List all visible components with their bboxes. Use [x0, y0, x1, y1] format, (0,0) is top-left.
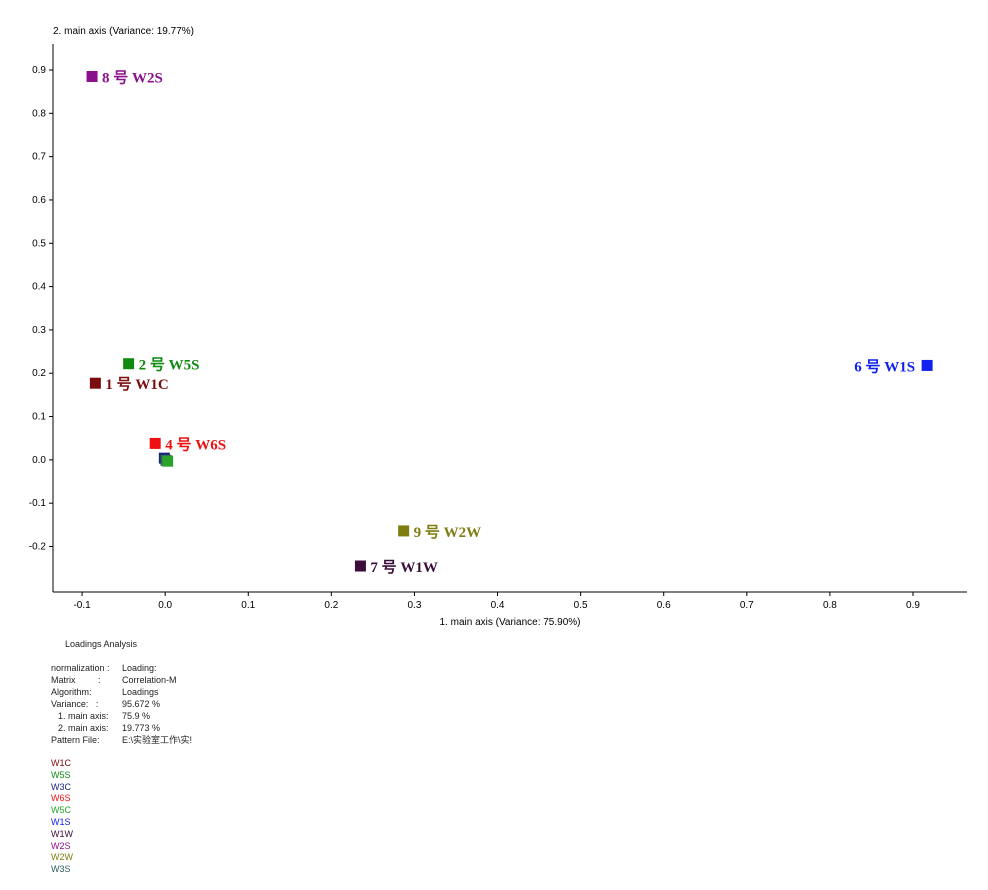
y-tick-label: 0.1 [32, 412, 46, 423]
info-row: Algorithm: Loadings [51, 686, 192, 698]
x-tick-label: 0.8 [823, 600, 837, 611]
plot-axes: -0.1 0.0 0.1 0.2 0.3 0.4 0.5 0.6 0.7 0.8 0.9 0.9 0.8… [29, 44, 967, 611]
y-tick-label: 0.7 [32, 152, 46, 163]
point-label-w2s: 8 号 W2S [102, 69, 163, 86]
info-row: Variance: : 95.672 % [51, 698, 192, 710]
info-value: Loading: [122, 663, 157, 673]
y-tick-label: 0.5 [32, 238, 46, 249]
point-label-w6s: 4 号 W6S [165, 436, 226, 453]
point-label-w1w: 7 号 W1W [370, 559, 438, 576]
x-tick-label: 0.9 [906, 600, 920, 611]
info-row: Matrix : Correlation-M [51, 674, 192, 686]
legend-entry-w2s: W2S [51, 840, 71, 851]
point-label-w2w: 9 号 W2W [414, 524, 482, 541]
x-axis-title: 1. main axis (Variance: 75.90%) [440, 617, 581, 628]
legend-entry-w1c: W1C [51, 758, 71, 768]
point-w5c [162, 455, 174, 467]
info-value: 19.773 % [122, 723, 161, 733]
x-tick-label: -0.1 [73, 600, 91, 611]
point-label-w1c: 1 号 W1C [105, 376, 168, 393]
info-key: Variance: : [51, 699, 99, 709]
point-label-w5s: 2 号 W5S [139, 357, 200, 374]
legend-entry-w3c: W3C [51, 781, 71, 792]
point-w1c [89, 377, 101, 389]
info-value: Loadings [122, 687, 159, 697]
info-value: E:\实验室工作\实! [122, 735, 193, 745]
point-w2s [86, 70, 98, 82]
info-value: Correlation-M [122, 675, 177, 685]
y-tick-label: -0.2 [29, 542, 47, 553]
loadings-info-panel: Loadings Analysis normalization : Loading… [51, 638, 192, 746]
y-tick-label: 0.2 [32, 368, 46, 379]
y-tick-label: 0.3 [32, 325, 46, 336]
x-tick-label: 0.5 [574, 600, 588, 611]
loadings-scatter-plot: 2. main axis (Variance: 19.77%) -0.1 0.0 0… [29, 26, 967, 628]
point-w2w [398, 525, 410, 537]
y-tick-label: -0.1 [29, 498, 47, 509]
info-value: 75.9 % [122, 711, 151, 721]
y-tick-label: 0.6 [32, 195, 46, 206]
info-key: normalization : [51, 663, 110, 673]
point-w1s [921, 359, 933, 371]
info-row: normalization : Loading: [51, 662, 192, 674]
info-key: 2. main axis: [58, 723, 109, 733]
y-tick-label: 0.4 [32, 282, 46, 293]
legend-entry-w3s: W3S [51, 864, 71, 875]
info-key: Algorithm: [51, 687, 92, 697]
x-tick-label: 0.4 [491, 600, 505, 611]
point-w1w [354, 560, 366, 572]
x-tick-label: 0.6 [657, 600, 671, 611]
point-label-w1s: 6 号 W1S [854, 358, 915, 375]
info-title: Loadings Analysis [65, 639, 138, 649]
y-tick-label: 0.9 [32, 65, 46, 76]
y-tick-label: 0.0 [32, 455, 46, 466]
y-tick-label: 0.8 [32, 108, 46, 119]
x-tick-label: 0.3 [407, 600, 421, 611]
legend-entry-w1w: W1W [51, 828, 73, 839]
legend-entry-w6s: W6S [51, 793, 71, 804]
legend: W1C W5S W3C W6S W5C W1S W1W W2S W2W W3S [51, 758, 73, 876]
info-key: Matrix : [51, 675, 101, 685]
info-rows: normalization : Loading: Matrix : Correlati… [51, 662, 192, 746]
info-key: 1. main axis: [58, 711, 109, 721]
plot-points: 8 号 W2S 2 号 W5S 1 号 W1C 4 号 W6S 6 号 W1S 9 号 W… [86, 69, 933, 576]
legend-entry-w1s: W1S [51, 816, 71, 827]
x-tick-label: 0.2 [324, 600, 338, 611]
info-row: 2. main axis: 19.773 % [51, 722, 192, 734]
legend-entry-w5s: W5S [51, 769, 71, 780]
info-row: 1. main axis: 75.9 % [51, 710, 192, 722]
info-value: 95.672 % [122, 699, 161, 709]
x-tick-label: 0.1 [241, 600, 255, 611]
point-w5s [123, 358, 135, 370]
legend-entry-w5c: W5C [51, 805, 71, 816]
info-row: Pattern File: E:\实验室工作\实! [51, 734, 192, 746]
point-w6s [149, 437, 161, 449]
x-tick-label: 0.0 [158, 600, 172, 611]
x-tick-label: 0.7 [740, 600, 754, 611]
legend-entry-w2w: W2W [51, 852, 73, 863]
info-key: Pattern File: [51, 735, 100, 745]
y-axis-title: 2. main axis (Variance: 19.77%) [53, 26, 194, 37]
